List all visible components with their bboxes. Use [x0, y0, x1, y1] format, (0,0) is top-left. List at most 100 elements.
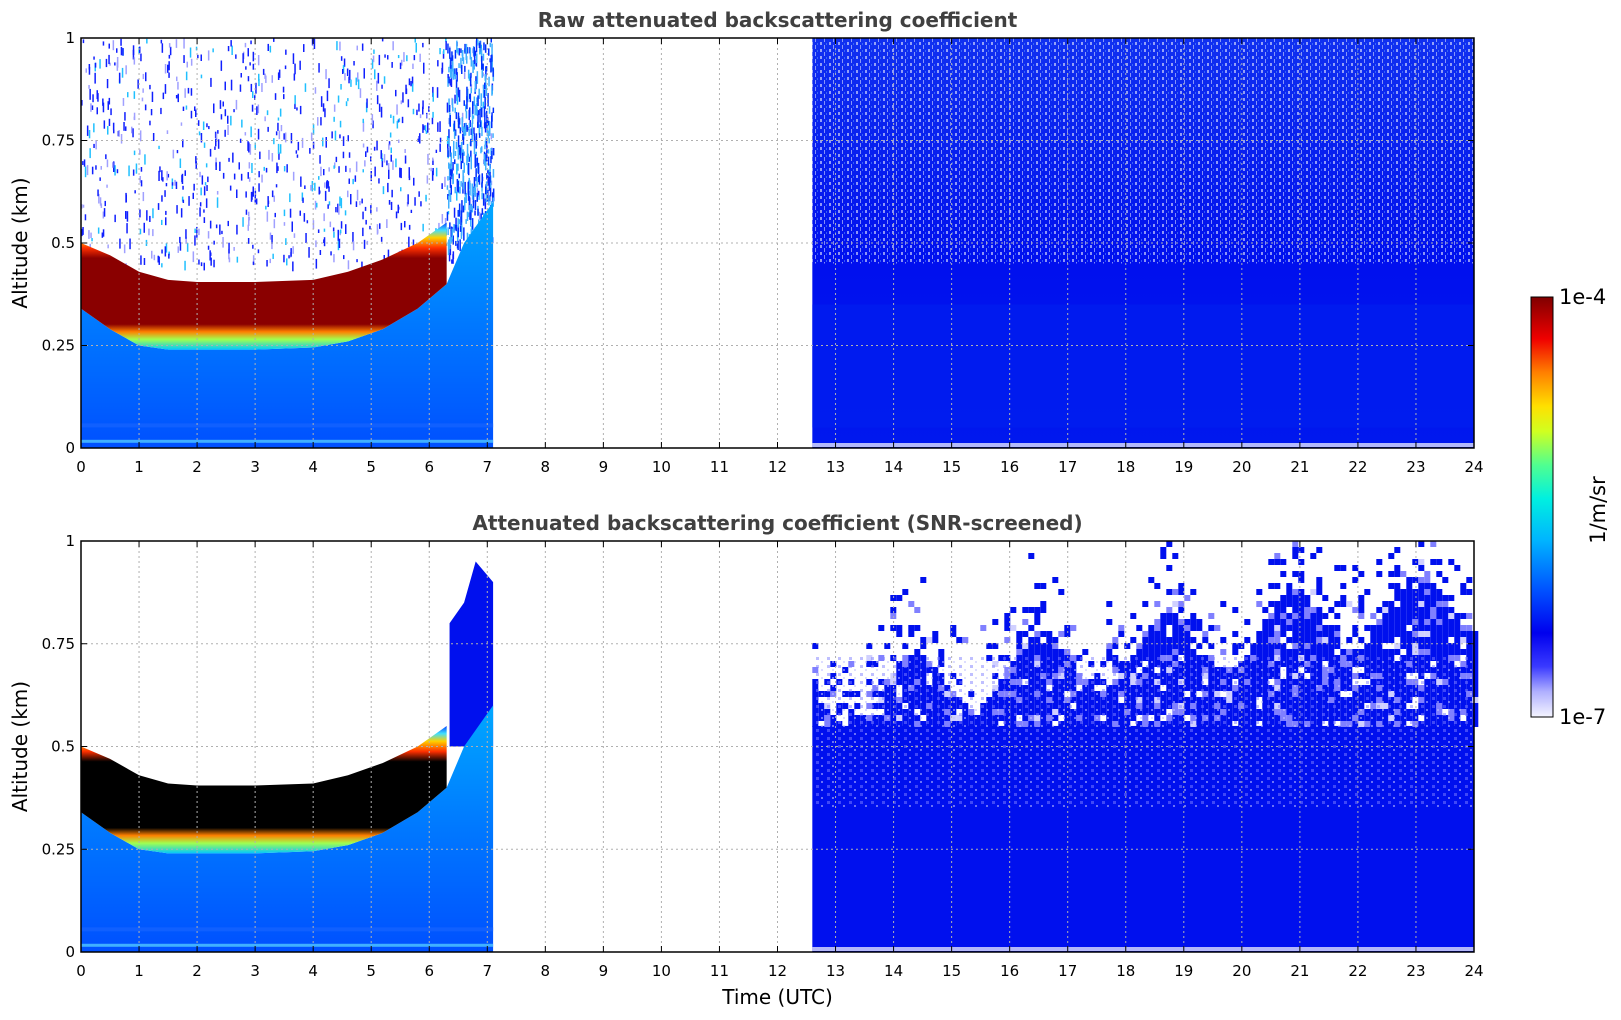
- snr-block: [1412, 589, 1419, 595]
- noise-speckle: [451, 60, 454, 72]
- noise-speckle: [252, 255, 255, 266]
- noise-speckle: [125, 194, 127, 203]
- noise-speckle: [144, 104, 147, 111]
- noise-speckle: [474, 210, 476, 216]
- noise-speckle: [142, 88, 144, 93]
- snr-block: [1328, 625, 1335, 631]
- noise-speckle: [264, 73, 266, 79]
- noise-speckle: [126, 223, 128, 234]
- noise-speckle: [472, 103, 474, 114]
- snr-block: [1382, 601, 1389, 607]
- snr-block: [1292, 595, 1299, 601]
- noise-speckle: [450, 77, 453, 87]
- noise-speckle: [426, 175, 429, 184]
- snr-block: [1316, 619, 1323, 625]
- noise-speckle: [164, 246, 167, 257]
- noise-speckle: [474, 183, 476, 192]
- snr-block: [1454, 619, 1461, 625]
- noise-speckle: [457, 240, 459, 250]
- noise-speckle: [482, 63, 484, 71]
- snr-block: [1274, 583, 1281, 589]
- noise-speckle: [330, 251, 332, 256]
- noise-speckle: [248, 162, 251, 169]
- noise-speckle: [343, 58, 346, 67]
- noise-speckle: [194, 235, 196, 246]
- snr-block: [1406, 643, 1413, 649]
- noise-speckle: [91, 238, 93, 242]
- noise-speckle: [250, 192, 253, 202]
- snr-block: [1436, 631, 1443, 637]
- snr-block: [1406, 637, 1413, 643]
- noise-speckle: [471, 183, 473, 197]
- noise-speckle: [460, 160, 462, 170]
- noise-speckle: [299, 105, 302, 115]
- snr-block: [1412, 607, 1419, 613]
- noise-speckle: [278, 152, 280, 160]
- noise-speckle: [449, 146, 451, 157]
- noise-speckle: [265, 205, 267, 210]
- snr-block: [1034, 643, 1041, 649]
- noise-speckle: [377, 72, 380, 84]
- noise-speckle: [290, 133, 293, 144]
- snr-block: [1406, 577, 1413, 583]
- noise-speckle: [128, 165, 130, 177]
- noise-speckle: [94, 62, 97, 68]
- noise-speckle: [327, 204, 329, 209]
- snr-block: [1298, 601, 1305, 607]
- noise-speckle: [379, 223, 381, 229]
- noise-speckle: [261, 174, 263, 183]
- snr-block: [1160, 619, 1167, 625]
- snr-block: [1376, 625, 1383, 631]
- noise-speckle: [485, 191, 487, 203]
- noise-speckle: [230, 40, 232, 47]
- noise-speckle: [380, 236, 383, 242]
- snr-block: [1424, 607, 1431, 613]
- noise-speckle: [82, 227, 84, 235]
- noise-speckle: [224, 109, 227, 117]
- snr-block: [1298, 631, 1305, 637]
- snr-block: [1256, 589, 1263, 595]
- noise-speckle: [345, 165, 347, 172]
- snr-block: [1112, 637, 1119, 643]
- snr-block: [1280, 595, 1287, 601]
- noise-speckle: [277, 143, 280, 154]
- noise-speckle: [491, 192, 494, 203]
- snr-block: [1202, 637, 1209, 643]
- noise-speckle: [314, 200, 317, 210]
- snr-block: [1190, 625, 1197, 631]
- noise-speckle: [247, 76, 250, 82]
- noise-speckle: [248, 142, 250, 153]
- noise-speckle: [289, 193, 291, 203]
- noise-speckle: [470, 216, 472, 227]
- y-tick-label: 1: [65, 29, 75, 47]
- noise-speckle: [457, 152, 460, 160]
- noise-speckle: [182, 106, 185, 111]
- snr-block: [1148, 631, 1155, 637]
- noise-speckle: [291, 221, 293, 232]
- snr-block: [1352, 631, 1359, 637]
- snr-block: [1400, 643, 1407, 649]
- noise-speckle: [362, 121, 365, 132]
- noise-speckle: [194, 106, 196, 111]
- x-tick-label: 0: [76, 962, 86, 980]
- noise-speckle: [391, 189, 393, 198]
- noise-speckle: [392, 41, 394, 51]
- snr-block: [1016, 637, 1023, 643]
- noise-speckle: [272, 253, 274, 259]
- noise-speckle: [459, 225, 462, 232]
- noise-speckle: [300, 176, 302, 187]
- noise-speckle: [449, 176, 452, 188]
- noise-speckle: [261, 83, 263, 92]
- noise-speckle: [200, 54, 202, 61]
- noise-speckle: [447, 194, 449, 200]
- noise-speckle: [459, 145, 461, 156]
- noise-speckle: [488, 130, 491, 136]
- x-tick-label: 11: [710, 458, 729, 476]
- snr-block: [1064, 631, 1071, 637]
- noise-speckle: [254, 95, 256, 100]
- snr-block: [1280, 619, 1287, 625]
- snr-block: [1466, 589, 1473, 595]
- snr-block: [1172, 601, 1179, 607]
- noise-speckle: [355, 201, 358, 207]
- noise-speckle: [449, 222, 451, 230]
